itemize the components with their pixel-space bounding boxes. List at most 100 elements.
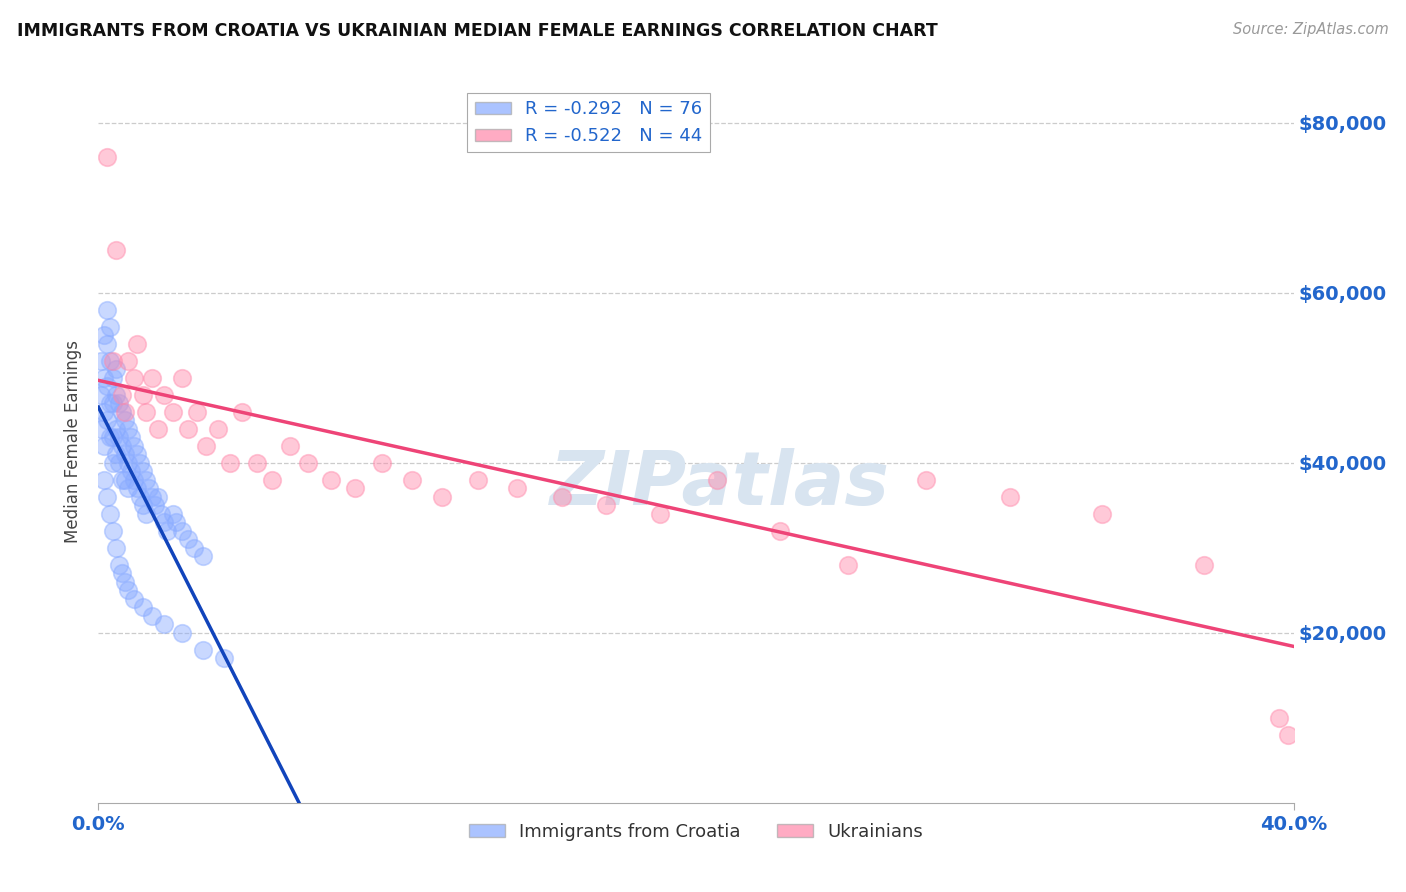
Point xyxy=(1192,558,1215,572)
Point xyxy=(172,625,194,640)
Point xyxy=(595,498,617,512)
Point xyxy=(371,456,394,470)
Point xyxy=(111,473,134,487)
Point xyxy=(117,353,139,368)
Text: Source: ZipAtlas.com: Source: ZipAtlas.com xyxy=(1233,22,1389,37)
Point xyxy=(96,336,118,351)
Point xyxy=(207,422,229,436)
Point xyxy=(98,396,122,410)
Point xyxy=(93,405,115,419)
Point xyxy=(153,516,176,530)
Point xyxy=(108,558,131,572)
Point xyxy=(915,473,938,487)
Point xyxy=(93,473,115,487)
Point xyxy=(117,481,139,495)
Point xyxy=(124,591,146,606)
Point xyxy=(401,473,423,487)
Point xyxy=(120,464,142,478)
Point xyxy=(120,430,142,444)
Point xyxy=(212,651,235,665)
Point xyxy=(103,430,125,444)
Point xyxy=(129,490,152,504)
Point xyxy=(143,498,166,512)
Point xyxy=(105,447,128,461)
Point xyxy=(141,608,163,623)
Point xyxy=(98,353,122,368)
Point xyxy=(769,524,792,538)
Point xyxy=(344,481,367,495)
Point xyxy=(98,507,122,521)
Point xyxy=(191,549,214,564)
Point xyxy=(321,473,343,487)
Point xyxy=(117,583,139,598)
Point xyxy=(98,430,122,444)
Point xyxy=(297,456,319,470)
Point xyxy=(172,371,194,385)
Point xyxy=(132,600,155,615)
Point xyxy=(1267,711,1289,725)
Point xyxy=(103,353,125,368)
Point xyxy=(96,490,118,504)
Point xyxy=(105,422,128,436)
Point xyxy=(195,439,218,453)
Point xyxy=(124,439,146,453)
Point xyxy=(177,422,200,436)
Point xyxy=(135,405,157,419)
Point xyxy=(103,456,125,470)
Point xyxy=(105,388,128,402)
Legend: Immigrants from Croatia, Ukrainians: Immigrants from Croatia, Ukrainians xyxy=(461,815,931,848)
Point xyxy=(165,516,187,530)
Point xyxy=(231,405,253,419)
Point xyxy=(114,574,136,589)
Point xyxy=(124,473,146,487)
Point xyxy=(90,353,112,368)
Point xyxy=(141,490,163,504)
Point xyxy=(186,405,208,419)
Point xyxy=(111,566,134,581)
Point xyxy=(183,541,205,555)
Point xyxy=(246,456,269,470)
Point xyxy=(96,379,118,393)
Text: ZIPatlas: ZIPatlas xyxy=(550,449,890,522)
Point xyxy=(132,498,155,512)
Point xyxy=(105,362,128,376)
Point xyxy=(153,617,176,632)
Point xyxy=(172,524,194,538)
Point xyxy=(127,447,149,461)
Point xyxy=(467,473,489,487)
Point xyxy=(1277,728,1299,742)
Point xyxy=(219,456,242,470)
Point xyxy=(132,464,155,478)
Point xyxy=(153,388,176,402)
Point xyxy=(105,244,128,258)
Point xyxy=(103,396,125,410)
Point xyxy=(117,422,139,436)
Point xyxy=(105,541,128,555)
Point xyxy=(650,507,672,521)
Point xyxy=(260,473,283,487)
Point xyxy=(108,430,131,444)
Point xyxy=(150,507,173,521)
Point xyxy=(129,456,152,470)
Point xyxy=(162,507,184,521)
Point xyxy=(506,481,529,495)
Point xyxy=(90,388,112,402)
Point xyxy=(93,439,115,453)
Point xyxy=(103,524,125,538)
Point xyxy=(1091,507,1114,521)
Y-axis label: Median Female Earnings: Median Female Earnings xyxy=(65,340,83,543)
Point xyxy=(93,371,115,385)
Point xyxy=(103,371,125,385)
Point xyxy=(162,405,184,419)
Point xyxy=(998,490,1021,504)
Point xyxy=(90,422,112,436)
Point xyxy=(127,481,149,495)
Point xyxy=(135,473,157,487)
Point xyxy=(111,388,134,402)
Point xyxy=(550,490,572,504)
Point xyxy=(135,507,157,521)
Point xyxy=(114,473,136,487)
Point xyxy=(127,336,149,351)
Point xyxy=(156,524,179,538)
Point xyxy=(191,642,214,657)
